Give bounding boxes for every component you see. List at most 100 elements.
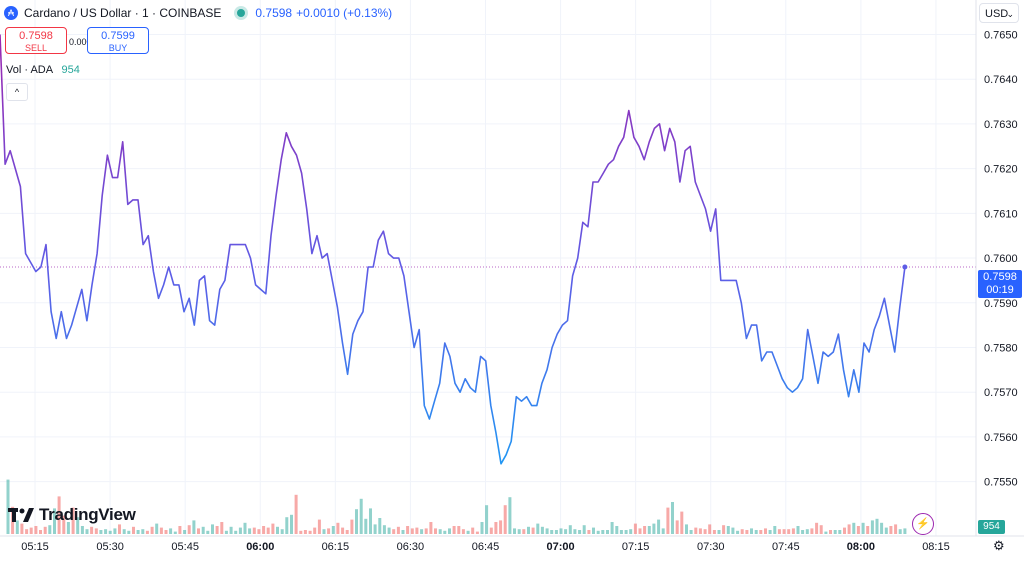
volume-bar	[750, 528, 753, 534]
volume-bar	[229, 526, 233, 534]
tradingview-logo[interactable]: TradingView	[8, 505, 136, 525]
volume-bar	[531, 527, 535, 534]
volume-bar	[740, 529, 744, 534]
volume-bar	[731, 527, 735, 534]
volume-bar	[313, 527, 317, 534]
symbol-title[interactable]: Cardano / US Dollar · 1 · COINBASE	[24, 6, 222, 20]
volume-bar	[76, 517, 80, 534]
chart-grid	[0, 0, 976, 536]
volume-bar	[480, 522, 484, 534]
volume-bar	[527, 526, 530, 534]
volume-bar	[141, 529, 145, 534]
volume-bar	[420, 529, 424, 534]
volume-bar	[461, 529, 465, 534]
volume-bar	[43, 526, 47, 534]
volume-bar	[66, 522, 70, 534]
currency-select[interactable]: USD ⌄	[979, 3, 1019, 23]
volume-bar	[224, 530, 228, 534]
buy-label: BUY	[108, 43, 128, 53]
volume-bar	[680, 511, 684, 534]
volume-bar	[238, 527, 242, 534]
volume-bar	[317, 519, 321, 534]
volume-bar	[829, 530, 832, 534]
sell-button[interactable]: 0.7598 SELL	[5, 27, 67, 54]
volume-bar	[689, 530, 693, 534]
volume-bar	[378, 518, 382, 534]
volume-bar	[666, 507, 670, 534]
volume-bar	[215, 526, 219, 534]
volume-bar	[671, 502, 674, 534]
volume-bar	[29, 527, 33, 534]
x-tick-label: 07:15	[622, 541, 650, 553]
volume-bar	[164, 530, 168, 534]
volume-bar	[248, 528, 252, 534]
y-tick-label: 0.7610	[984, 208, 1018, 220]
volume-bar	[722, 525, 726, 534]
volume-bar	[387, 527, 391, 534]
volume-bar	[369, 508, 372, 534]
volume-bar	[833, 530, 837, 534]
flash-icon[interactable]: ⚡	[912, 513, 934, 535]
market-open-icon	[237, 9, 246, 17]
spread-value: 0.0001	[69, 37, 97, 47]
volume-bar	[791, 528, 795, 534]
volume-bar	[685, 524, 688, 534]
volume-legend[interactable]: Vol · ADA 954	[6, 64, 80, 76]
volume-value: 954	[61, 64, 80, 76]
volume-bar	[364, 518, 368, 534]
x-tick-label: 05:45	[171, 541, 199, 553]
volume-bar	[708, 524, 712, 534]
volume-bar	[499, 520, 503, 534]
x-tick-label: 05:30	[96, 541, 124, 553]
volume-bar	[62, 515, 66, 534]
volume-bar	[434, 528, 437, 534]
volume-bar	[856, 526, 860, 534]
volume-bar	[392, 529, 396, 534]
volume-bar	[401, 530, 405, 534]
volume-bar	[173, 531, 177, 534]
volume-bar	[345, 530, 349, 534]
volume-bar	[522, 529, 526, 534]
volume-bar	[234, 530, 238, 534]
volume-bar	[25, 529, 29, 534]
last-price-dot	[902, 264, 908, 270]
volume-bar	[824, 531, 828, 534]
coin-icon: ₳	[4, 6, 18, 20]
volume-bar	[85, 529, 89, 534]
volume-bar	[448, 528, 451, 534]
volume-bar	[601, 530, 605, 534]
volume-bar	[206, 530, 210, 534]
symbol-header[interactable]: ₳ Cardano / US Dollar · 1 · COINBASE 0.7…	[4, 4, 392, 22]
volume-bar	[698, 528, 702, 534]
volume-bar	[266, 527, 270, 534]
volume-bar	[331, 526, 335, 534]
volume-bar	[201, 526, 205, 534]
volume-bar	[15, 520, 19, 534]
volume-bar	[20, 523, 24, 534]
volume-bar	[94, 528, 98, 534]
volume-bar	[243, 522, 247, 534]
volume-bar	[805, 529, 809, 534]
volume-bar	[773, 526, 777, 534]
volume-bar	[489, 527, 493, 534]
volume-bar	[619, 530, 623, 534]
volume-bar	[736, 530, 740, 534]
collapse-legend-button[interactable]: ^	[6, 83, 28, 101]
volume-bar	[113, 528, 117, 534]
volume-bar	[759, 530, 763, 534]
gear-icon[interactable]: ⚙	[993, 538, 1005, 553]
header-last-price: 0.7598	[255, 6, 293, 20]
volume-bar	[764, 528, 767, 534]
volume-bar	[852, 522, 856, 534]
x-tick-label: 08:15	[922, 541, 950, 553]
volume-bar	[536, 523, 540, 534]
volume-bar	[373, 524, 377, 534]
buy-button[interactable]: 0.7599 BUY	[87, 27, 149, 54]
y-tick-label: 0.7550	[984, 477, 1018, 489]
x-tick-label: 06:00	[246, 541, 274, 553]
volume-bar	[192, 520, 196, 534]
volume-bar	[336, 522, 340, 534]
volume-bar	[801, 530, 805, 534]
y-tick-label: 0.7580	[984, 342, 1018, 354]
